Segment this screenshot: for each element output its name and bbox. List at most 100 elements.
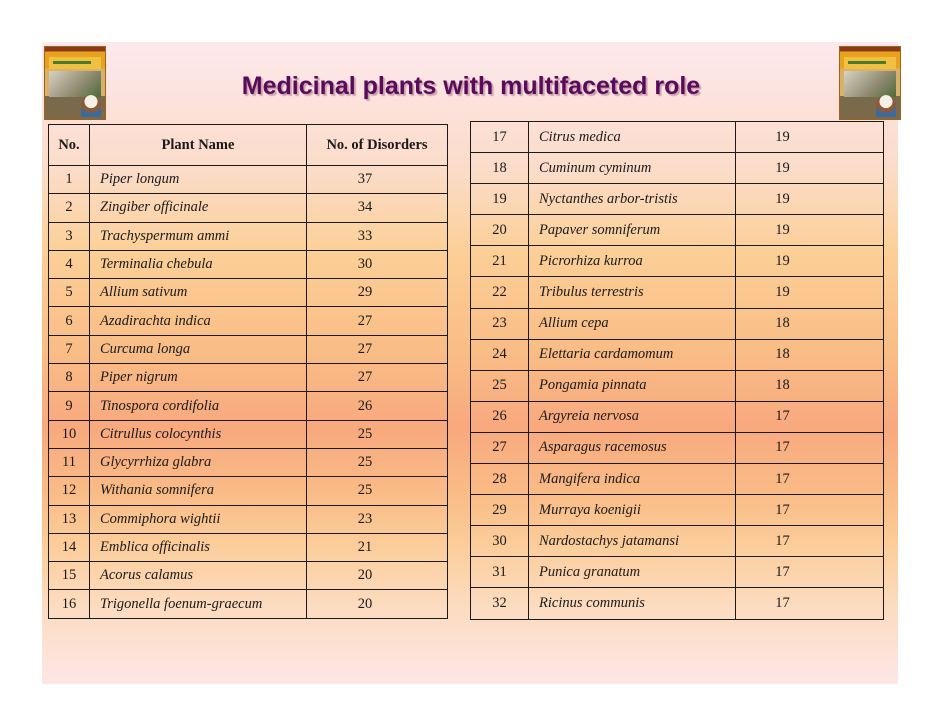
disorder-count: 20 — [306, 589, 448, 619]
header-no: No. — [48, 124, 90, 166]
table-row: 11 Glycyrrhiza glabra 25 — [48, 447, 448, 478]
row-number: 1 — [48, 164, 90, 195]
row-number: 15 — [48, 561, 90, 591]
table-header-row: No. Plant Name No. of Disorders — [48, 124, 448, 166]
plant-name: Mangifera indica — [528, 463, 736, 496]
disorder-count: 18 — [735, 369, 884, 402]
plant-name: Curcuma longa — [89, 334, 307, 365]
plant-name: Pongamia pinnata — [528, 369, 736, 402]
plant-name: Allium cepa — [528, 307, 736, 340]
table-row: 16 Trigonella foenum-graecum 20 — [48, 589, 448, 619]
table-row: 1 Piper longum 37 — [48, 164, 448, 195]
row-number: 14 — [48, 532, 90, 563]
row-number: 11 — [48, 447, 90, 478]
disorder-count: 17 — [735, 463, 884, 496]
row-number: 18 — [470, 152, 529, 185]
plant-name: Elettaria cardamomum — [528, 338, 736, 371]
row-number: 9 — [48, 391, 90, 421]
row-number: 20 — [470, 214, 529, 247]
plant-name: Nyctanthes arbor-tristis — [528, 183, 736, 216]
table-row: 13 Commiphora wightii 23 — [48, 504, 448, 534]
table-row: 15 Acorus calamus 20 — [48, 561, 448, 591]
logo-photo-icon — [844, 71, 896, 97]
disorder-count: 27 — [306, 363, 448, 393]
disorder-count: 25 — [306, 476, 448, 506]
row-number: 32 — [470, 587, 529, 620]
disorder-count: 18 — [735, 307, 884, 340]
row-number: 22 — [470, 276, 529, 309]
row-number: 29 — [470, 494, 529, 527]
disorder-count: 19 — [735, 245, 884, 278]
row-number: 6 — [48, 306, 90, 336]
slide-title: Medicinal plants with multifaceted role — [241, 72, 701, 100]
book-cover-logo-left — [44, 46, 106, 120]
table-row: 28 Mangifera indica 17 — [470, 463, 884, 496]
table-row: 27 Asparagus racemosus 17 — [470, 431, 884, 465]
row-number: 13 — [48, 504, 90, 534]
row-number: 24 — [470, 338, 529, 371]
disorder-count: 18 — [735, 338, 884, 371]
table-row: 3 Trachyspermum ammi 33 — [48, 221, 448, 251]
plants-table-right: 17 Citrus medica 19 18 Cuminum cyminum 19 19 Ny… — [470, 120, 884, 620]
plant-name: Glycyrrhiza glabra — [89, 447, 307, 478]
table-row: 32 Ricinus communis 17 — [470, 587, 884, 620]
table-row: 26 Argyreia nervosa 17 — [470, 400, 884, 433]
table-row: 6 Azadirachta indica 27 — [48, 306, 448, 336]
plant-name: Commiphora wightii — [89, 504, 307, 534]
table-row: 22 Tribulus terrestris 19 — [470, 276, 884, 309]
plant-name: Piper longum — [89, 164, 307, 195]
table-row: 29 Murraya koenigii 17 — [470, 494, 884, 527]
row-number: 10 — [48, 419, 90, 449]
header-plant-name: Plant Name — [89, 124, 307, 166]
plant-name: Murraya koenigii — [528, 494, 736, 527]
table-row: 23 Allium cepa 18 — [470, 307, 884, 340]
disorder-count: 30 — [306, 249, 448, 280]
row-number: 12 — [48, 476, 90, 506]
table-row: 19 Nyctanthes arbor-tristis 19 — [470, 183, 884, 216]
plant-name: Cuminum cyminum — [528, 152, 736, 185]
plant-name: Acorus calamus — [89, 561, 307, 591]
row-number: 27 — [470, 431, 529, 465]
plant-name: Withania somnifera — [89, 476, 307, 506]
disorder-count: 34 — [306, 193, 448, 223]
disorder-count: 19 — [735, 214, 884, 247]
plant-name: Papaver somniferum — [528, 214, 736, 247]
disorder-count: 19 — [735, 120, 884, 154]
table-row: 17 Citrus medica 19 — [470, 120, 884, 154]
table-row: 8 Piper nigrum 27 — [48, 363, 448, 393]
disorder-count: 37 — [306, 164, 448, 195]
logo-person-icon — [876, 95, 896, 117]
disorder-count: 17 — [735, 494, 884, 527]
disorder-count: 27 — [306, 306, 448, 336]
disorder-count: 29 — [306, 278, 448, 308]
table-row: 21 Picrorhiza kurroa 19 — [470, 245, 884, 278]
plant-name: Azadirachta indica — [89, 306, 307, 336]
row-number: 28 — [470, 463, 529, 496]
logo-title-band-icon — [49, 57, 101, 69]
disorder-count: 25 — [306, 447, 448, 478]
table-row: 24 Elettaria cardamomum 18 — [470, 338, 884, 371]
table-row: 31 Punica granatum 17 — [470, 556, 884, 589]
row-number: 8 — [48, 363, 90, 393]
disorder-count: 33 — [306, 221, 448, 251]
row-number: 23 — [470, 307, 529, 340]
row-number: 5 — [48, 278, 90, 308]
plant-name: Tribulus terrestris — [528, 276, 736, 309]
plants-table-left: No. Plant Name No. of Disorders 1 Piper l… — [48, 124, 448, 619]
table-row: 12 Withania somnifera 25 — [48, 476, 448, 506]
plant-name: Allium sativum — [89, 278, 307, 308]
plant-name: Citrullus colocynthis — [89, 419, 307, 449]
plant-name: Punica granatum — [528, 556, 736, 589]
row-number: 21 — [470, 245, 529, 278]
disorder-count: 25 — [306, 419, 448, 449]
disorder-count: 17 — [735, 400, 884, 433]
plant-name: Tinospora cordifolia — [89, 391, 307, 421]
disorder-count: 21 — [306, 532, 448, 563]
row-number: 31 — [470, 556, 529, 589]
plant-name: Asparagus racemosus — [528, 431, 736, 465]
disorder-count: 17 — [735, 431, 884, 465]
row-number: 30 — [470, 525, 529, 558]
logo-photo-icon — [49, 71, 101, 97]
plant-name: Trigonella foenum-graecum — [89, 589, 307, 619]
row-number: 16 — [48, 589, 90, 619]
